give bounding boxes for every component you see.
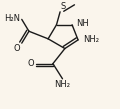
Text: O: O <box>28 59 34 68</box>
Text: NH: NH <box>76 19 89 28</box>
Text: NH₂: NH₂ <box>83 35 99 44</box>
Text: NH₂: NH₂ <box>54 80 70 89</box>
Text: S: S <box>61 2 66 11</box>
Text: H₂N: H₂N <box>5 14 21 23</box>
Text: O: O <box>14 44 21 53</box>
